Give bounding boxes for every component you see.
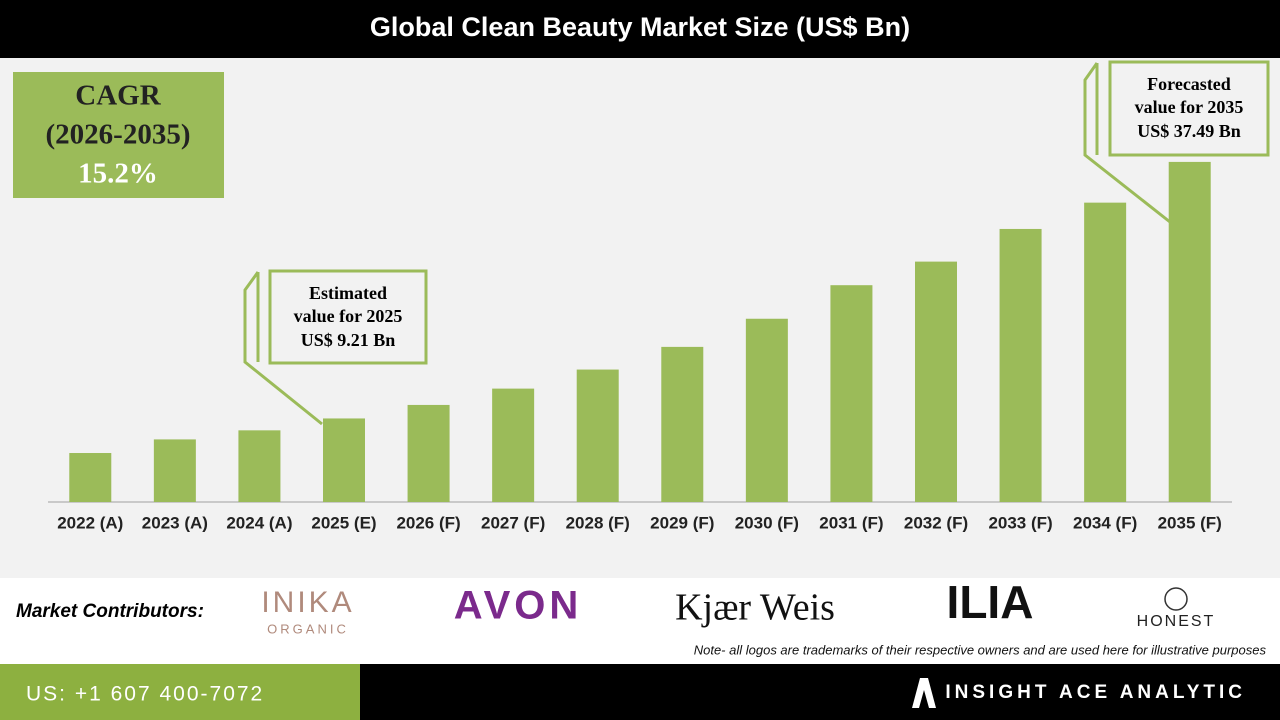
x-tick-label: 2023 (A) [142,513,208,532]
bar [492,388,535,502]
bar [238,430,281,502]
x-tick-label: 2026 (F) [396,513,460,532]
contributors-bg [0,578,1280,664]
bar [745,318,788,502]
phone: US: +1 607 400-7072 [26,683,264,706]
x-tick-label: 2022 (A) [57,513,123,532]
note: Note- all logos are trademarks of their … [694,642,1267,657]
logo: INIKA [261,586,354,619]
annotation: US$ 37.49 Bn [1137,121,1241,141]
x-tick-label: 2035 (F) [1158,513,1222,532]
x-tick-label: 2033 (F) [988,513,1052,532]
annotation: Estimated [309,283,387,303]
cagr-box [13,72,224,198]
company: INSIGHT ACE ANALYTIC [945,682,1246,703]
cagr-period: (2026-2035) [46,119,191,151]
logo-icon [1164,587,1188,611]
x-tick-label: 2032 (F) [904,513,968,532]
logo: HONEST [1137,613,1216,630]
logo: Kjær Weis [675,587,835,629]
leader-line [1083,62,1171,224]
x-tick-label: 2028 (F) [566,513,630,532]
x-tick-label: 2034 (F) [1073,513,1137,532]
bar [69,453,112,502]
bar [1168,161,1211,502]
bar [661,346,704,502]
cagr-value: 15.2% [78,158,158,190]
phone-bg [0,664,360,720]
logo: ILIA [947,576,1034,628]
x-tick-label: 2029 (F) [650,513,714,532]
annotation: Forecasted [1147,74,1231,94]
x-tick-label: 2024 (A) [226,513,292,532]
x-tick-label: 2031 (F) [819,513,883,532]
cagr-label: CAGR [75,80,161,112]
leader-line [243,271,323,426]
annotation: US$ 9.21 Bn [301,330,396,350]
title-bar [0,0,1280,58]
annotation-box [268,269,428,365]
x-tick-label: 2027 (F) [481,513,545,532]
bar [915,261,957,502]
x-tick-label: 2030 (F) [735,513,799,532]
bar [1084,202,1127,502]
annotation: value for 2035 [1135,97,1244,117]
bar [153,439,196,502]
contributors-label: Market Contributors: [16,601,204,622]
logo: ORGANIC [267,621,349,636]
annotation: value for 2025 [294,306,403,326]
company-bg [360,664,1280,720]
annotation-box [1108,60,1270,157]
bar [407,404,450,502]
bar [323,418,365,502]
bar [999,228,1042,502]
x-tick-label: 2025 (E) [311,513,376,532]
chart-title: Global Clean Beauty Market Size (US$ Bn) [370,12,910,42]
logo: AVON [454,584,583,628]
bar [576,369,619,502]
company-logo [912,678,936,708]
bar [830,285,873,502]
